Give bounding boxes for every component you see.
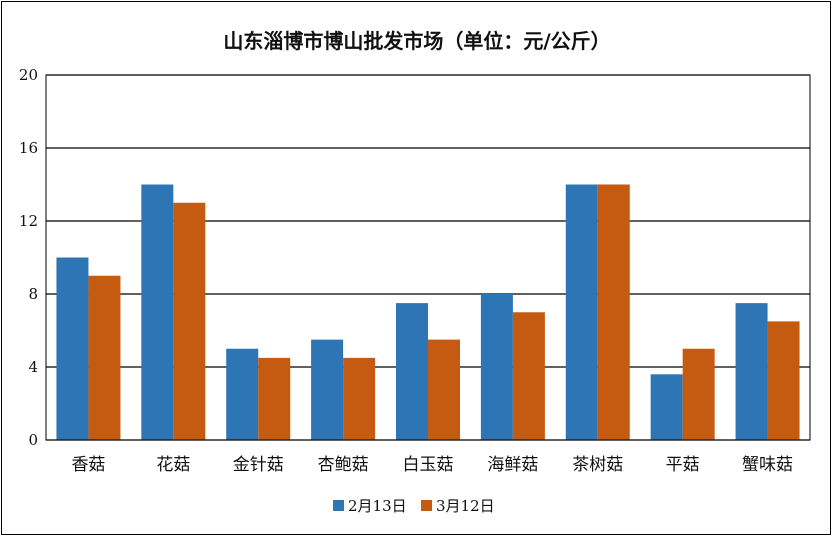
y-tick-label: 20 [19,66,38,84]
bar-series-1 [311,339,344,440]
legend-swatch [333,500,344,511]
y-tick-label: 16 [19,139,38,157]
x-category-label: 蟹味菇 [742,455,793,475]
bar-series-2 [88,275,121,440]
bar-series-1 [650,374,683,440]
bar-series-1 [480,294,513,440]
bar-series-2 [682,348,715,440]
x-category-label: 金针菇 [233,455,284,475]
bars [56,184,800,440]
bar-series-1 [396,303,428,440]
plot-area-border [45,74,811,441]
bar-series-2 [597,184,630,440]
legend-swatch [421,500,432,511]
x-category-label: 白玉菇 [403,455,454,475]
y-axis-ticks: 0 4 8 12 16 20 [19,66,38,449]
legend-label: 2月13日 [348,497,407,515]
x-category-label: 花菇 [156,455,190,475]
y-tick-label: 0 [28,431,38,449]
x-category-label: 海鲜菇 [487,455,538,475]
bar-series-1 [226,348,259,440]
x-category-label: 茶树菇 [572,455,623,475]
bar-series-2 [512,312,545,440]
bar-series-1 [56,257,89,440]
bar-series-1 [565,184,598,440]
x-category-label: 平菇 [666,455,700,475]
x-category-label: 香菇 [71,455,105,475]
bar-series-2 [428,339,460,440]
bar-series-1 [735,303,768,440]
x-axis-labels: 香菇 花菇 金针菇 杏鲍菇 白玉菇 海鲜菇 茶树菇 平菇 蟹味菇 [71,455,793,475]
x-category-label: 杏鲍菇 [318,455,369,475]
legend-label: 3月12日 [436,497,495,515]
legend: 2月13日 3月12日 [333,497,495,515]
bar-series-1 [141,184,174,440]
y-tick-label: 8 [28,285,38,303]
chart-title: 山东淄博市博山批发市场（单位：元/公斤） [223,29,610,53]
bar-series-2 [343,357,376,440]
y-tick-label: 12 [19,212,38,230]
bar-series-2 [767,321,800,440]
y-tick-label: 4 [28,358,38,376]
bar-series-2 [173,202,206,440]
bar-series-2 [258,357,291,440]
